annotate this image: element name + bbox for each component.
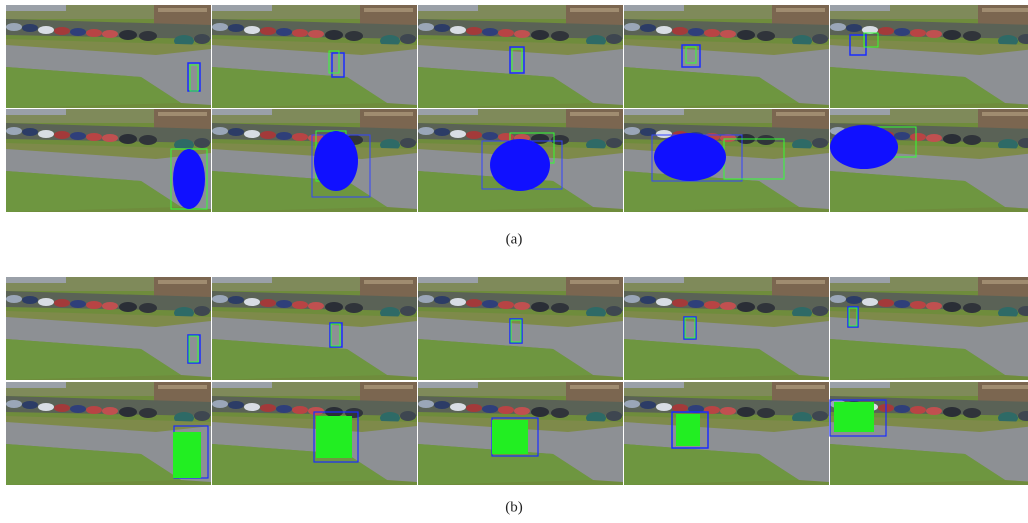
panel xyxy=(830,277,1028,380)
scene xyxy=(830,5,1028,108)
scene xyxy=(418,5,623,108)
tracking-cloud xyxy=(490,139,550,191)
scene xyxy=(830,277,1028,380)
panel xyxy=(212,382,417,485)
panel xyxy=(6,5,211,108)
panel xyxy=(624,382,829,485)
panel xyxy=(830,109,1028,212)
panel xyxy=(830,5,1028,108)
scene xyxy=(6,277,211,380)
panel xyxy=(212,109,417,212)
tracking-cloud xyxy=(316,416,352,458)
subfigure-label: (a) xyxy=(506,231,523,247)
tracking-cloud xyxy=(830,125,898,169)
tracking-cloud xyxy=(676,414,700,446)
scene xyxy=(624,277,829,380)
figure: (a) xyxy=(0,0,1028,523)
scene xyxy=(830,382,1028,485)
scene xyxy=(212,277,417,380)
tracking-cloud xyxy=(173,432,201,478)
panel xyxy=(418,5,623,108)
subfigure-label: (b) xyxy=(505,499,523,515)
panel xyxy=(624,5,829,108)
panel xyxy=(624,277,829,380)
panel xyxy=(418,382,623,485)
scene xyxy=(624,382,829,485)
tracking-cloud xyxy=(173,149,205,209)
panel xyxy=(212,277,417,380)
panel xyxy=(418,277,623,380)
tracking-cloud xyxy=(834,402,874,432)
tracking-cloud xyxy=(654,133,726,181)
panel xyxy=(6,277,211,380)
panel xyxy=(624,109,829,212)
scene xyxy=(212,5,417,108)
page: (a) xyxy=(0,0,1028,523)
panel xyxy=(6,109,211,212)
tracking-cloud xyxy=(492,420,528,454)
scene xyxy=(6,5,211,108)
tracking-cloud xyxy=(314,131,358,191)
panel xyxy=(6,382,211,485)
panel xyxy=(212,5,417,108)
panel xyxy=(830,382,1028,485)
panel xyxy=(418,109,623,212)
scene xyxy=(624,5,829,108)
